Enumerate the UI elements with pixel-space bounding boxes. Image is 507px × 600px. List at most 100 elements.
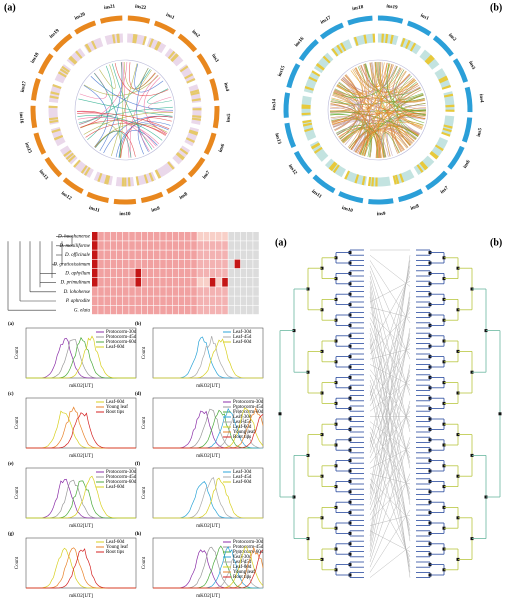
- heatmap-cell: [98, 241, 104, 250]
- heatmap-cell: [123, 305, 129, 315]
- heatmap-cell: [92, 250, 98, 259]
- plot-frame: [152, 327, 264, 379]
- legend-label: Protocorm-45d: [233, 405, 264, 410]
- heatmap-cell: [209, 278, 216, 287]
- plot-frame: [25, 537, 137, 589]
- track-mark: [167, 50, 176, 60]
- heatmap-cell: [228, 250, 234, 259]
- heatmap-cell: [185, 305, 191, 315]
- chromosome-label: ins9: [377, 212, 386, 217]
- chord: [355, 127, 415, 153]
- chromosome-arc: [31, 78, 41, 101]
- chromosome-label: ins6: [463, 159, 472, 169]
- axis-label: Count: [142, 416, 147, 429]
- tanglegram-link: [369, 255, 411, 537]
- heatmap-cell: [253, 305, 259, 315]
- heatmap-cell: [110, 305, 117, 315]
- heatmap-cell: [160, 305, 166, 315]
- heatmap-cell: [110, 287, 117, 296]
- heatmap-cell: [135, 232, 141, 241]
- chord: [334, 77, 359, 131]
- heatmap-cell: [216, 305, 222, 315]
- chromosome-label: ins6: [218, 143, 226, 153]
- heatmap-cell: [253, 278, 259, 287]
- heatmap-cell: [228, 305, 234, 315]
- axis-label: Count: [15, 416, 20, 429]
- chord: [398, 79, 426, 104]
- chromosome-arc: [177, 33, 198, 53]
- heatmap-cell: [178, 241, 185, 250]
- track-band: [330, 39, 353, 57]
- heatmap-cell: [222, 287, 228, 296]
- chord: [77, 110, 103, 129]
- chromosome-label: ins2: [447, 33, 457, 43]
- axis-label: mKO2[UT]: [196, 384, 220, 389]
- chord: [330, 110, 416, 141]
- heatmap-cell: [216, 287, 222, 296]
- tanglegram-link: [369, 281, 411, 303]
- heatmap-cell: [104, 259, 110, 269]
- track-mark: [52, 83, 62, 89]
- tanglegram-link: [369, 260, 411, 490]
- legend-label: Protocorm-45d: [106, 335, 137, 340]
- panel-label: (h): [135, 532, 141, 537]
- heatmap-cell: [166, 241, 172, 250]
- heatmap-cell: [110, 259, 117, 269]
- track-band: [184, 126, 200, 147]
- legend-label: Root tips: [106, 410, 124, 415]
- species-label: P. aphrodite: [65, 299, 91, 304]
- legend-label: Protocorm-60d: [106, 480, 137, 485]
- heatmap-cell: [104, 278, 110, 287]
- track-mark: [189, 129, 199, 135]
- tanglegram-link: [369, 473, 411, 568]
- heatmap-cell: [129, 268, 135, 278]
- chord: [369, 62, 382, 158]
- heatmap-cell: [154, 250, 160, 259]
- track-mark: [148, 172, 155, 182]
- chord: [334, 80, 416, 99]
- heatmap-cell: [160, 296, 166, 305]
- chord: [129, 62, 156, 90]
- track-mark: [171, 54, 179, 63]
- chromosome-arc: [153, 20, 176, 35]
- heatmap-cell: [178, 305, 185, 315]
- species-label: D. officinale: [64, 253, 91, 258]
- heatmap-cell: [228, 241, 234, 250]
- heatmap-cell: [147, 259, 154, 269]
- track-mark: [57, 71, 67, 78]
- legend-label: Leaf-45d: [233, 420, 252, 425]
- heatmap-cell: [253, 259, 259, 269]
- chord: [397, 75, 425, 102]
- heatmap-cell: [178, 296, 185, 305]
- heatmap-cell: [203, 287, 210, 296]
- track-mark: [91, 40, 97, 50]
- heatmap-cell: [116, 250, 123, 259]
- track-mark: [419, 161, 427, 171]
- heatmap-cell: [92, 232, 98, 241]
- heatmap-cell: [178, 268, 185, 278]
- heatmap-cell: [116, 241, 123, 250]
- track-mark: [105, 175, 111, 185]
- track-mark: [416, 164, 424, 173]
- chromosome-arc: [38, 53, 54, 75]
- chord: [342, 93, 424, 143]
- chord: [351, 63, 393, 151]
- heatmap-cell: [92, 241, 98, 250]
- heatmap-cell: [191, 287, 197, 296]
- tanglegram-link: [369, 270, 411, 396]
- heatmap-cell: [185, 268, 191, 278]
- heatmap-cell: [123, 296, 129, 305]
- heatmap-cell: [166, 278, 172, 287]
- heatmap-cell: [135, 287, 141, 296]
- heatmap-cell: [92, 259, 98, 269]
- heatmap-cell: [160, 250, 166, 259]
- track-mark: [176, 151, 185, 160]
- chromosome-arc: [425, 170, 448, 191]
- chord: [364, 63, 426, 115]
- track-mark: [330, 162, 338, 172]
- histogram-curve: [26, 410, 136, 449]
- chord: [357, 62, 373, 154]
- plot-frame: [152, 467, 264, 519]
- plot-frame: [25, 327, 137, 379]
- heatmap-cell: [222, 305, 228, 315]
